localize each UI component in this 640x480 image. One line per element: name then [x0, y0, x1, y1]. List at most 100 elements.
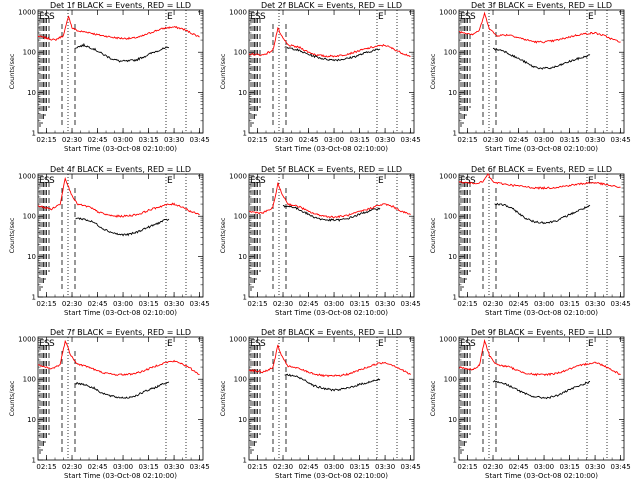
x-tick-label: 02:45 — [87, 463, 107, 471]
panel-9: Det 9f BLACK = Events, RED = LLD 1 10 100 10… — [429, 328, 631, 480]
x-tick-label: 02:45 — [298, 136, 318, 144]
annotation-e: E — [378, 12, 384, 22]
plot-frame — [37, 9, 204, 134]
x-axis-label: Start Time (03-Oct-08 02:10:00) — [485, 309, 598, 317]
annotation-s: S — [470, 339, 476, 349]
annotation-s: S — [49, 176, 55, 186]
annotation-e: E — [167, 339, 173, 349]
x-tick-label: 03:30 — [375, 300, 395, 308]
events-series-line — [492, 47, 591, 70]
lld-series-line — [248, 26, 411, 58]
y-axis-label: Counts/sec — [219, 217, 227, 253]
events-series-line — [282, 204, 381, 222]
x-tick-label: 03:15 — [559, 300, 579, 308]
x-tick-label: 03:15 — [349, 136, 369, 144]
y-tick-label: 1000 — [18, 335, 36, 343]
lld-series-line — [37, 339, 200, 377]
lld-series-line — [37, 176, 200, 218]
panel-title: Det 2f BLACK = Events, RED = LLD — [261, 1, 402, 10]
x-tick-label: 02:15 — [36, 136, 56, 144]
y-axis-label: Counts/sec — [8, 217, 16, 253]
panel-title: Det 9f BLACK = Events, RED = LLD — [471, 328, 612, 337]
annotation-e: E — [167, 176, 173, 186]
lld-series-line — [458, 11, 621, 44]
y-axis-label: Counts/sec — [429, 217, 437, 253]
y-tick-label: 1 — [453, 457, 457, 465]
x-tick-label: 02:45 — [87, 136, 107, 144]
x-tick-label: 03:30 — [375, 463, 395, 471]
x-tick-label: 03:00 — [534, 136, 554, 144]
x-tick-label: 03:45 — [190, 463, 210, 471]
x-tick-label: 02:45 — [508, 300, 528, 308]
x-tick-label: 02:15 — [247, 300, 267, 308]
y-axis-label: Counts/sec — [219, 380, 227, 416]
x-tick-label: 02:30 — [62, 136, 82, 144]
panel-7: Det 7f BLACK = Events, RED = LLD 1 10 100 10… — [8, 328, 210, 480]
x-tick-label: 02:15 — [36, 300, 56, 308]
annotation-e: E — [39, 12, 45, 22]
plot-frame — [248, 9, 415, 134]
x-tick-label: 02:30 — [483, 300, 503, 308]
panel-title: Det 6f BLACK = Events, RED = LLD — [471, 165, 612, 174]
y-tick-label: 100 — [444, 49, 457, 57]
x-tick-label: 03:00 — [113, 136, 133, 144]
annotation-s: S — [260, 339, 266, 349]
x-tick-label: 03:45 — [611, 136, 631, 144]
annotation-s: S — [470, 176, 476, 186]
annotation-e: E — [460, 339, 466, 349]
y-tick-label: 100 — [234, 213, 247, 221]
x-tick-label: 03:45 — [401, 463, 421, 471]
annotation-e: E — [39, 176, 45, 186]
annotation-e: E — [588, 12, 594, 22]
y-tick-label: 100 — [444, 213, 457, 221]
y-tick-label: 10 — [448, 416, 457, 424]
events-series-line — [75, 217, 170, 237]
y-tick-label: 1 — [453, 294, 457, 302]
panel-4: Det 4f BLACK = Events, RED = LLD 1 10 100 10… — [8, 165, 210, 317]
panel-title: Det 8f BLACK = Events, RED = LLD — [261, 328, 402, 337]
x-tick-label: 02:30 — [273, 463, 293, 471]
y-tick-label: 10 — [238, 253, 247, 261]
y-tick-label: 100 — [444, 376, 457, 384]
y-tick-label: 1000 — [18, 172, 36, 180]
annotation-e: E — [460, 12, 466, 22]
annotation-s: S — [49, 12, 55, 22]
annotation-e: E — [39, 339, 45, 349]
annotation-s: S — [255, 12, 261, 22]
annotation-s: S — [465, 176, 471, 186]
x-tick-label: 02:30 — [62, 300, 82, 308]
y-tick-label: 1 — [32, 457, 36, 465]
annotation-s: S — [44, 176, 50, 186]
annotation-s: S — [255, 339, 261, 349]
annotation-s: S — [255, 176, 261, 186]
x-tick-label: 03:00 — [324, 463, 344, 471]
plot-frame — [458, 336, 625, 461]
y-tick-label: 10 — [238, 89, 247, 97]
plot-frame — [248, 173, 415, 298]
x-axis-label: Start Time (03-Oct-08 02:10:00) — [485, 145, 598, 153]
y-tick-label: 10 — [448, 253, 457, 261]
x-tick-label: 03:15 — [559, 463, 579, 471]
y-tick-label: 10 — [238, 416, 247, 424]
x-tick-label: 03:45 — [611, 300, 631, 308]
y-tick-label: 1 — [32, 130, 36, 138]
panel-3: Det 3f BLACK = Events, RED = LLD 1 10 100 10… — [429, 1, 631, 153]
x-tick-label: 02:15 — [247, 136, 267, 144]
events-series-line — [75, 381, 170, 399]
y-tick-label: 1 — [243, 457, 247, 465]
x-axis-label: Start Time (03-Oct-08 02:10:00) — [275, 472, 388, 480]
plot-frame — [37, 336, 204, 461]
panel-title: Det 4f BLACK = Events, RED = LLD — [50, 165, 191, 174]
x-tick-label: 03:15 — [349, 300, 369, 308]
annotation-s: S — [49, 339, 55, 349]
annotation-e: E — [250, 339, 256, 349]
annotation-s: S — [44, 12, 50, 22]
x-tick-label: 03:15 — [559, 136, 579, 144]
y-axis-label: Counts/sec — [429, 53, 437, 89]
x-tick-label: 02:30 — [62, 463, 82, 471]
y-tick-label: 1 — [243, 130, 247, 138]
y-axis-label: Counts/sec — [8, 380, 16, 416]
lld-series-line — [37, 15, 200, 42]
annotation-e: E — [588, 176, 594, 186]
x-tick-label: 02:15 — [36, 463, 56, 471]
